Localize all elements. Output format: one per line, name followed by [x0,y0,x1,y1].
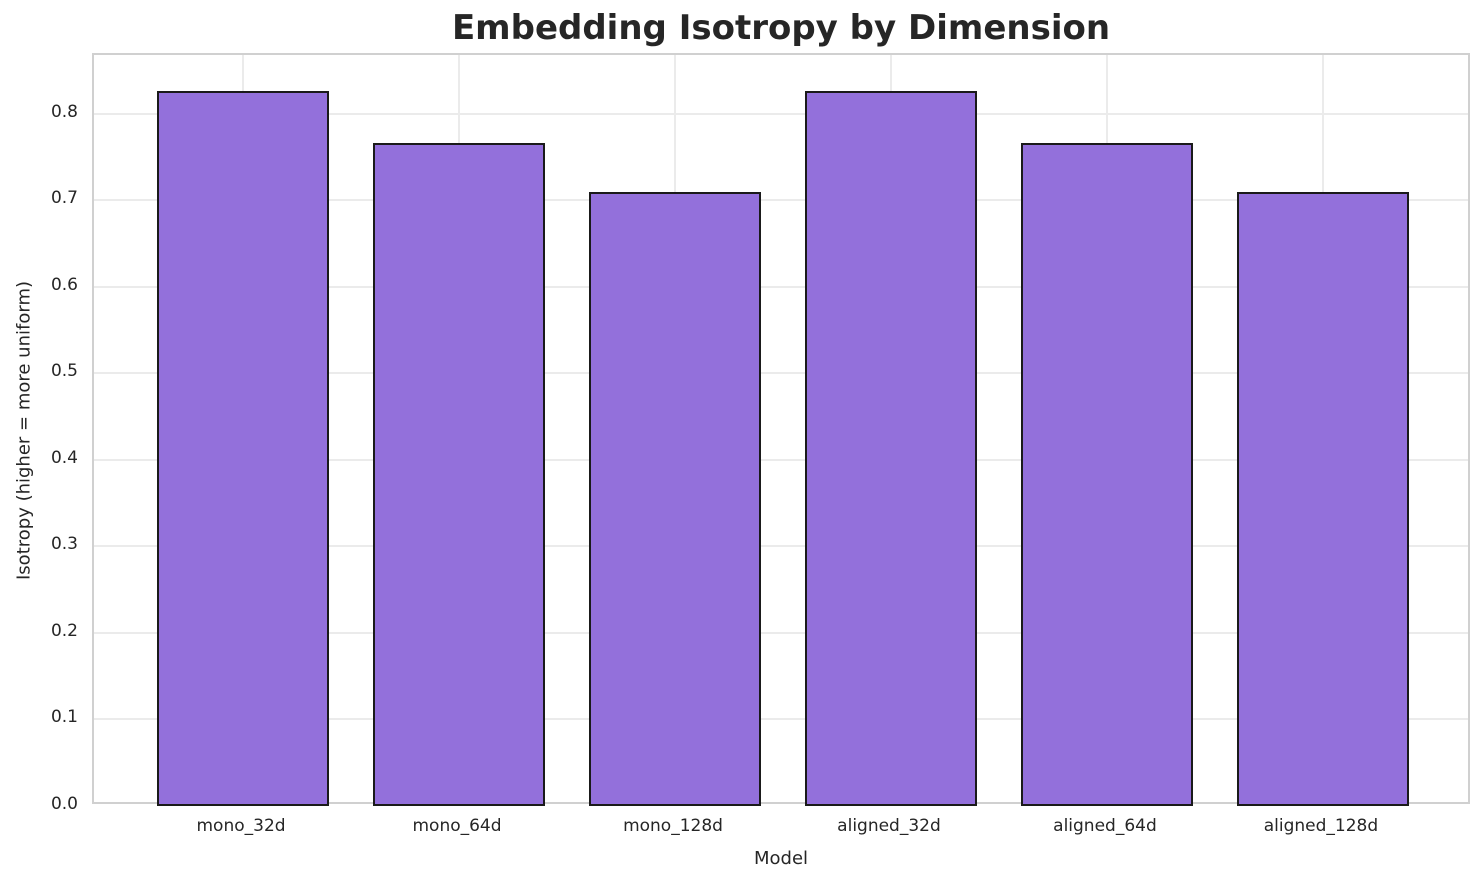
bar-mono_128d [588,191,762,806]
plot-area [92,53,1470,806]
xtick-label-mono_128d: mono_128d [623,816,723,836]
ytick-label-0.3: 0.3 [50,534,78,555]
x-axis-label: Model [753,848,809,869]
bar-mono_32d [156,91,330,806]
chart-title: Embedding Isotropy by Dimension [451,8,1111,48]
h-gridline [94,458,1468,461]
h-gridline [94,372,1468,375]
bar-aligned_64d [1020,143,1194,806]
h-gridline [94,199,1468,202]
h-gridline [94,718,1468,721]
ytick-label-0.7: 0.7 [50,188,78,209]
ytick-label-0.6: 0.6 [50,274,78,295]
xtick-label-aligned_128d: aligned_128d [1263,816,1379,836]
bar-mono_64d [372,143,546,806]
h-gridline [94,112,1468,115]
xtick-label-mono_64d: mono_64d [412,816,502,836]
xtick-label-aligned_64d: aligned_64d [1053,816,1157,836]
ytick-label-0.4: 0.4 [50,447,78,468]
ytick-label-0.5: 0.5 [50,361,78,382]
h-gridline [94,545,1468,548]
xtick-label-aligned_32d: aligned_32d [837,816,941,836]
h-gridline [94,631,1468,634]
ytick-label-0.2: 0.2 [50,620,78,641]
h-gridline [94,285,1468,288]
y-axis-label: Isotropy (higher = more uniform) [13,281,35,580]
ytick-label-0.0: 0.0 [50,794,78,814]
bar-aligned_128d [1236,191,1410,806]
bar-aligned_32d [804,91,978,806]
xtick-label-mono_32d: mono_32d [196,816,286,836]
ytick-label-0.8: 0.8 [50,101,78,122]
ytick-label-0.1: 0.1 [50,707,78,728]
